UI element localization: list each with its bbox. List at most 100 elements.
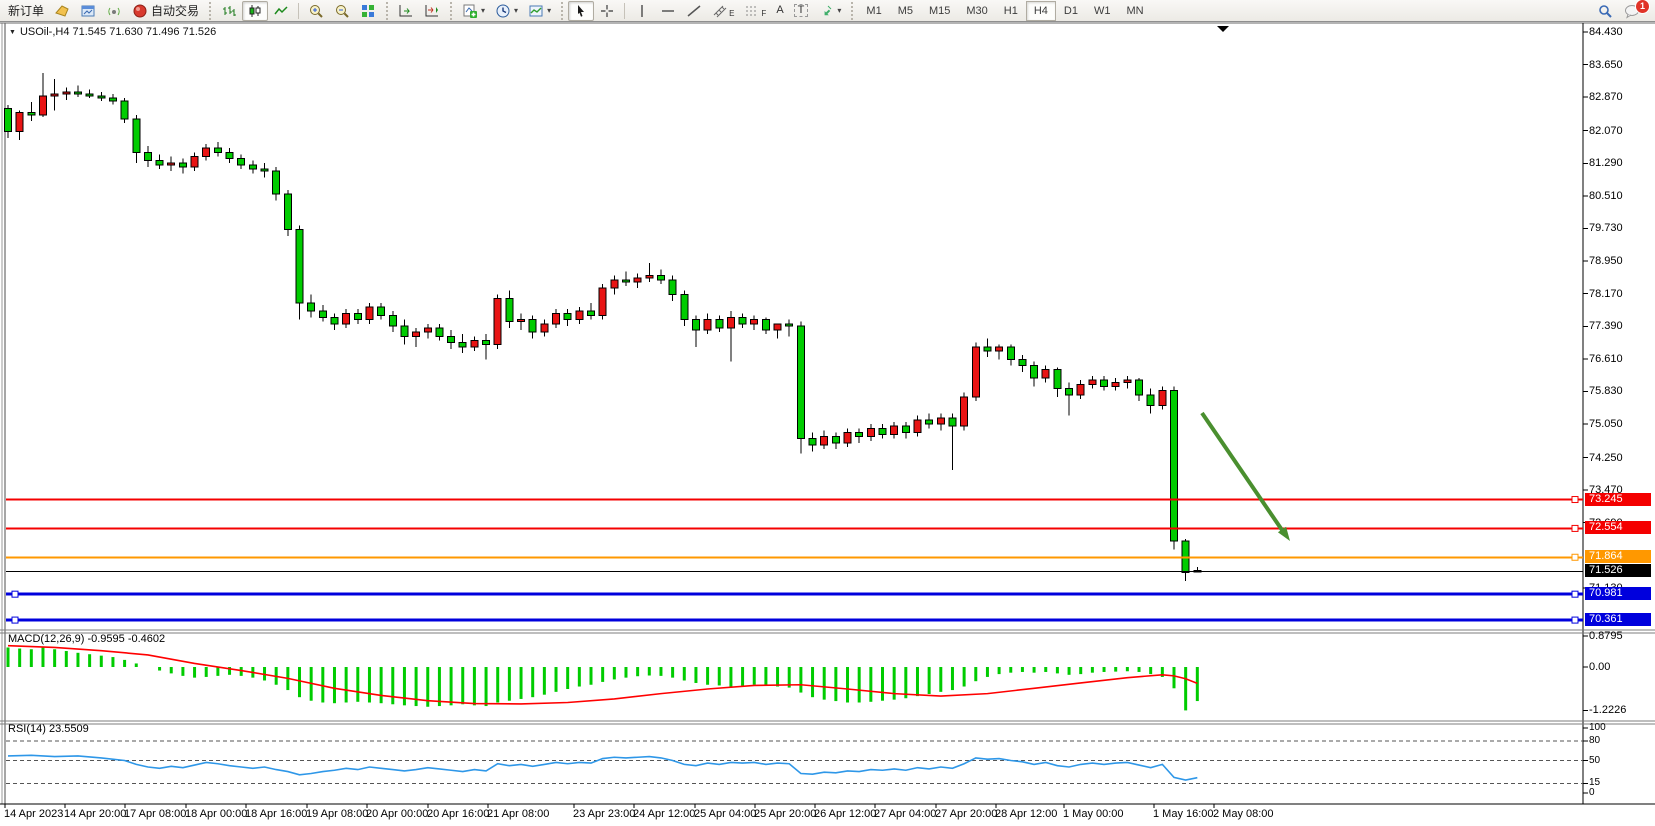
chart-shift-button[interactable] [419, 1, 445, 21]
candle [587, 310, 595, 316]
candlestick-chart-button[interactable] [242, 0, 269, 21]
auto-trading-button[interactable]: 自动交易 [127, 1, 204, 21]
shapes-button[interactable]: ▾ [813, 1, 846, 21]
candle [517, 319, 526, 323]
tf-m30-button[interactable]: M30 [958, 1, 995, 21]
zoom-out-button[interactable] [329, 1, 355, 21]
templates-button[interactable]: ▾ [523, 1, 556, 21]
line-handle[interactable] [1571, 496, 1579, 504]
candle [1100, 379, 1109, 387]
candle [330, 316, 339, 325]
candle [307, 302, 316, 312]
fibonacci-button[interactable]: F [739, 1, 771, 21]
toolbar-grip[interactable] [849, 1, 856, 20]
tile-windows-button[interactable] [355, 1, 381, 21]
chart-shift-icon [425, 4, 439, 16]
candle [1041, 369, 1050, 379]
cursor-button[interactable] [568, 0, 595, 21]
candle [785, 323, 794, 327]
trendline-icon [687, 4, 701, 17]
candle [178, 162, 187, 168]
text-button[interactable]: A [771, 1, 788, 21]
candle [703, 319, 712, 331]
text-label-button[interactable]: T [789, 1, 814, 21]
indicators-dropdown-caret: ▾ [481, 5, 486, 15]
search-button[interactable] [1592, 1, 1618, 21]
candle [213, 147, 222, 153]
candle [796, 325, 805, 440]
candlestick-chart-icon [249, 4, 261, 17]
tf-m5-button[interactable]: M5 [890, 1, 921, 21]
candle [528, 319, 537, 333]
crosshair-button[interactable] [594, 1, 620, 21]
periods-button[interactable]: ▾ [490, 1, 523, 21]
line-handle[interactable] [1571, 553, 1579, 561]
candle [761, 319, 770, 331]
candle [645, 275, 654, 279]
equidistant-channel-button[interactable]: E [707, 1, 739, 21]
tf-m1-button[interactable]: M1 [858, 1, 889, 21]
candle [248, 164, 257, 170]
vertical-line-icon [641, 4, 643, 17]
indicators-icon [463, 4, 478, 18]
new-order-button[interactable]: 新订单 [3, 1, 49, 21]
candle [1111, 381, 1120, 387]
candle [936, 417, 945, 425]
chart-shift-marker[interactable] [1217, 26, 1229, 32]
candle [948, 417, 957, 427]
line-handle[interactable] [11, 590, 19, 598]
fibonacci-letter: F [761, 8, 767, 18]
main-toolbar: 新订单 自动交易 [0, 0, 1655, 22]
trend-arrow-head[interactable] [1277, 526, 1290, 541]
zoom-in-button[interactable] [303, 1, 329, 21]
candle [155, 160, 164, 166]
candle [15, 112, 24, 132]
candle [1158, 390, 1167, 406]
line-chart-button[interactable] [268, 1, 294, 21]
candle [1065, 388, 1074, 396]
candle [773, 323, 782, 331]
line-handle[interactable] [1571, 524, 1579, 532]
new-order-tag-button[interactable] [49, 1, 75, 21]
candle [447, 335, 456, 344]
trend-arrow[interactable] [1200, 411, 1284, 532]
candle [1030, 365, 1039, 379]
candle [4, 107, 12, 132]
chat-button[interactable]: 1 [1618, 0, 1650, 21]
candle [750, 319, 759, 325]
candle [132, 118, 141, 153]
market-watch-button[interactable] [75, 1, 101, 21]
candle [831, 436, 840, 444]
tf-h4-button[interactable]: H4 [1025, 0, 1056, 21]
horizontal-line-button[interactable] [655, 1, 681, 21]
line-handle[interactable] [1571, 616, 1579, 624]
tf-h1-button[interactable]: H1 [996, 1, 1026, 21]
line-handle[interactable] [11, 616, 19, 624]
candle [738, 316, 747, 325]
tf-w1-button[interactable]: W1 [1086, 1, 1119, 21]
candle [237, 158, 246, 166]
signals-button[interactable] [101, 1, 127, 21]
bar-chart-button[interactable] [216, 1, 242, 21]
cursor-icon [578, 4, 585, 17]
tf-m15-button[interactable]: M15 [921, 1, 958, 21]
candle [400, 325, 409, 337]
indicators-button[interactable]: ▾ [457, 1, 490, 21]
auto-scroll-button[interactable] [393, 1, 419, 21]
candle [412, 331, 421, 337]
toolbar-grip[interactable] [207, 1, 214, 20]
line-handle[interactable] [1571, 590, 1579, 598]
toolbar-grip[interactable] [559, 1, 566, 20]
vertical-line-button[interactable] [629, 1, 655, 21]
trendline-button[interactable] [681, 1, 707, 21]
tf-d1-button[interactable]: D1 [1056, 1, 1086, 21]
tf-mn-button[interactable]: MN [1118, 1, 1151, 21]
candle [1170, 390, 1178, 542]
candle [598, 287, 607, 316]
auto-trading-label: 自动交易 [151, 4, 200, 18]
candle [1018, 358, 1027, 367]
toolbar-grip[interactable] [384, 1, 391, 20]
candle [843, 431, 852, 444]
toolbar-grip[interactable] [448, 1, 455, 20]
